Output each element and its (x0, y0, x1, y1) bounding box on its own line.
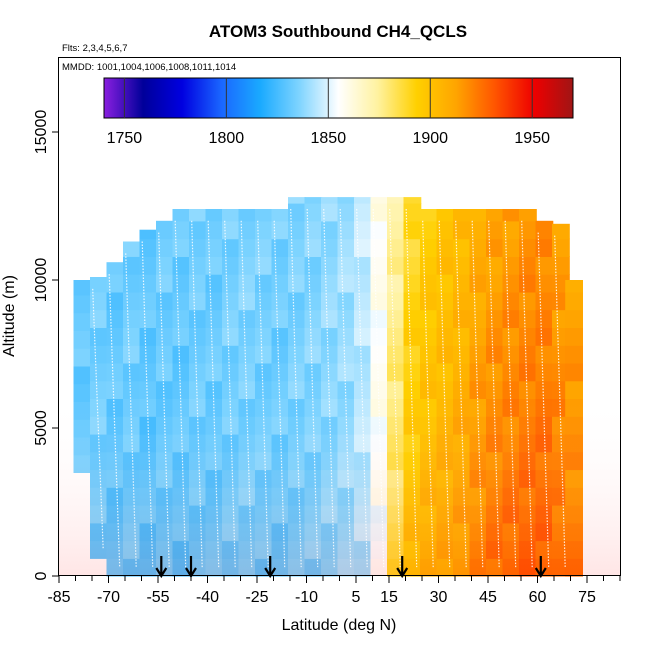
x-tick-label: -40 (196, 589, 219, 606)
x-axis: -85 -70 -55 -40 -25 -10 5 15 30 45 60 75 (47, 576, 621, 606)
profile-arrow (396, 556, 409, 579)
x-tick-label: -85 (47, 589, 70, 606)
colorbar-tick-label: 1850 (311, 130, 347, 147)
x-tick-label: 15 (380, 589, 398, 606)
profile-arrow (264, 556, 277, 579)
colorbar: 1750 1800 1850 1900 1950 (103, 77, 574, 147)
x-tick-label: 30 (430, 589, 448, 606)
flight-traces (92, 208, 566, 568)
chart-title: ATOM3 Southbound CH4_QCLS (209, 22, 467, 41)
profile-arrows (155, 556, 547, 579)
colorbar-tick-label: 1950 (514, 130, 550, 147)
curtain-cells (59, 58, 620, 577)
y-tick-label: 0 (33, 571, 50, 580)
x-tick-label: -25 (245, 589, 268, 606)
plot-frame (58, 57, 621, 576)
x-tick-label: -55 (146, 589, 169, 606)
colorbar-gradient (103, 77, 574, 119)
x-tick-label: 60 (529, 589, 547, 606)
dates-label: MMDD: 1001,1004,1006,1008,1011,1014 (62, 62, 236, 73)
y-axis: 0 5000 10000 15000 (33, 110, 59, 580)
x-tick-label: 5 (352, 589, 361, 606)
colorbar-tick-label: 1750 (107, 130, 143, 147)
x-tick-label: -10 (295, 589, 318, 606)
x-axis-label: Latitude (deg N) (282, 617, 397, 634)
flight-trace (92, 208, 566, 568)
y-axis-label: Altitude (m) (1, 275, 18, 357)
x-tick-label: 75 (578, 589, 596, 606)
curtain-shading (59, 58, 620, 576)
profile-arrow (534, 556, 547, 579)
y-tick-label: 15000 (33, 110, 50, 155)
y-tick-label: 10000 (33, 258, 50, 303)
x-tick-label: -70 (97, 589, 120, 606)
x-tick-label: 45 (479, 589, 497, 606)
colorbar-tick-label: 1800 (209, 130, 245, 147)
profile-arrow (155, 556, 168, 579)
flights-label: Flts: 2,3,4,5,6,7 (62, 43, 127, 54)
y-tick-label: 5000 (33, 410, 50, 446)
colorbar-tick-label: 1900 (412, 130, 448, 147)
